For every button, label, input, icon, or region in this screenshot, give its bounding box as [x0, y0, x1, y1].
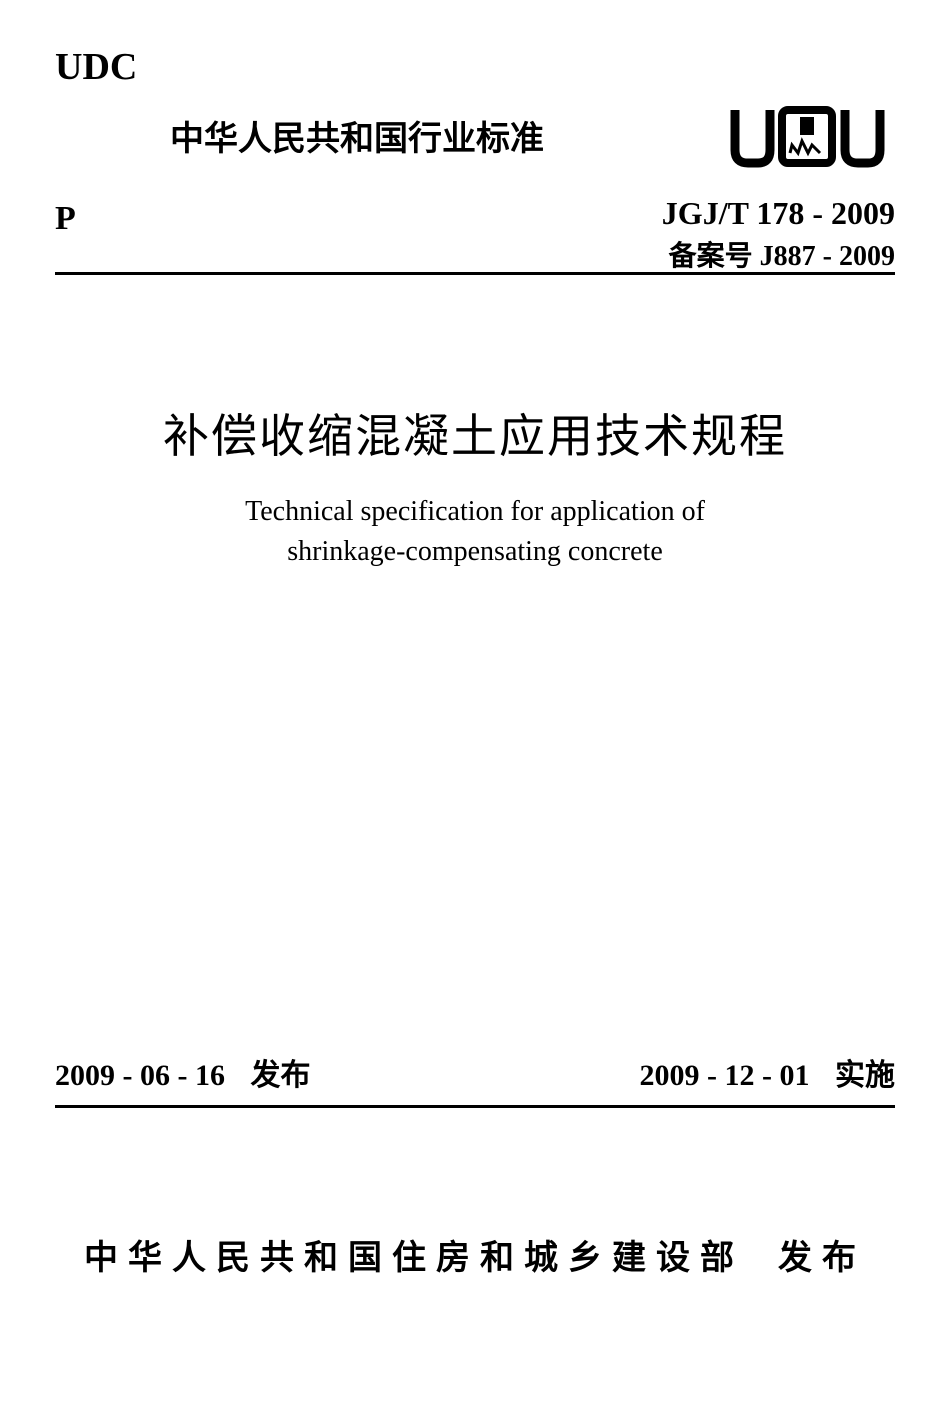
- header-row: 中华人民共和国行业标准: [55, 95, 895, 175]
- title-section: 补偿收缩混凝土应用技术规程 Technical specification fo…: [0, 400, 950, 568]
- publisher-row: 中华人民共和国住房和城乡建设部 发布: [0, 1230, 950, 1279]
- title-chinese: 补偿收缩混凝土应用技术规程: [0, 400, 950, 466]
- standard-code: JGJ/T 178 - 2009: [662, 195, 895, 232]
- divider-top: [55, 272, 895, 275]
- code-row: P JGJ/T 178 - 2009 备案号 J887 - 2009: [55, 195, 895, 274]
- title-english-line2: shrinkage-compensating concrete: [0, 536, 950, 568]
- jgj-logo-icon: [730, 95, 885, 170]
- p-classification-label: P: [55, 200, 76, 238]
- divider-bottom: [55, 1105, 895, 1108]
- issue-label: 发布: [250, 1059, 310, 1092]
- implementation-date-block: 2009 - 12 - 01 实施: [640, 1050, 895, 1094]
- implementation-label: 实施: [835, 1059, 895, 1092]
- implementation-date: 2009 - 12 - 01: [640, 1059, 810, 1092]
- standard-type-label: 中华人民共和国行业标准: [170, 111, 544, 160]
- issue-date-block: 2009 - 06 - 16 发布: [55, 1050, 310, 1094]
- issue-date: 2009 - 06 - 16: [55, 1059, 225, 1092]
- code-block: JGJ/T 178 - 2009 备案号 J887 - 2009: [662, 195, 895, 274]
- title-english-line1: Technical specification for application …: [0, 496, 950, 528]
- udc-label: UDC: [55, 45, 137, 89]
- dates-row: 2009 - 06 - 16 发布 2009 - 12 - 01 实施: [55, 1050, 895, 1094]
- jgj-logo: [730, 95, 885, 175]
- publisher-action: 发布: [778, 1239, 866, 1277]
- filing-code: 备案号 J887 - 2009: [662, 234, 895, 274]
- publisher-name: 中华人民共和国住房和城乡建设部: [84, 1239, 744, 1277]
